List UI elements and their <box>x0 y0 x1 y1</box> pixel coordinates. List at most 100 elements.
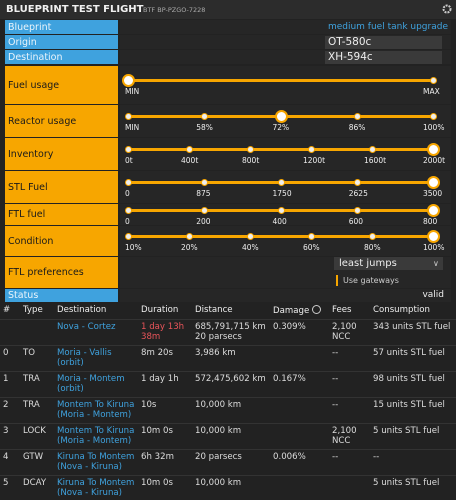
table-cell: 0.167% <box>270 371 329 398</box>
table-cell: 6h 32m <box>138 449 192 476</box>
slider-track <box>128 148 433 151</box>
slider-dot <box>353 207 361 214</box>
slider-knob[interactable] <box>427 230 440 243</box>
table-cell <box>270 397 329 424</box>
slider-knob[interactable] <box>427 143 440 156</box>
column-header: Consumption <box>373 305 430 315</box>
table-cell: GTW <box>20 449 54 476</box>
slider-label: Inventory <box>5 138 118 170</box>
slider-knob[interactable] <box>122 74 135 87</box>
field-input[interactable]: XH-594c <box>325 51 442 64</box>
status-value: valid <box>422 290 444 300</box>
slider-label: Fuel usage <box>5 66 118 104</box>
slider-tick-label: 400t <box>181 156 199 165</box>
table-cell: -- <box>329 371 370 398</box>
pref-label: FTL preferences <box>5 257 118 288</box>
slider-knob[interactable] <box>427 176 440 189</box>
table-cell: 5 units STL fuel <box>370 475 456 500</box>
table-cell: TRA <box>20 397 54 424</box>
segment-row: 3 LOCK Montem To Kiruna (Moria - Montem) 10… <box>0 423 456 450</box>
table-cell <box>329 475 370 500</box>
field-input[interactable]: OT-580c <box>325 36 442 49</box>
slider-tick-label: 58% <box>196 123 213 132</box>
segment-row: 4 GTW Kiruna To Montem (Nova - Kiruna) 6h 3… <box>0 449 456 476</box>
slider-label: FTL fuel <box>5 204 118 225</box>
slider-dot <box>201 113 209 120</box>
slider-tick-label: 400 <box>272 217 287 226</box>
slider-tick-label: 800t <box>242 156 260 165</box>
slider-tick-label: 100% <box>423 123 445 132</box>
table-cell: 10m 0s <box>138 475 192 500</box>
slider-dot <box>201 179 209 186</box>
field-label: Blueprint <box>5 20 118 34</box>
column-header: # <box>3 305 11 315</box>
table-cell <box>0 319 20 346</box>
table-cell: 685,791,715 km 20 parsecs <box>192 319 270 346</box>
slider-tick-label: 2000t <box>423 156 446 165</box>
slider-dot <box>125 207 132 214</box>
table-cell: Nova - Cortez <box>54 319 138 346</box>
segments-table: # Type Destination Duration Distance Damage Fe… <box>0 303 456 500</box>
table-header: # Type Destination Duration Distance Damage Fe… <box>0 303 456 320</box>
column-header: Duration <box>141 305 179 315</box>
slider-tick-label: 2625 <box>348 189 368 198</box>
slider-dot <box>186 233 193 240</box>
table-cell: 2,100 NCC <box>329 319 370 346</box>
table-cell: 3,986 km <box>192 345 270 372</box>
field-link[interactable]: medium fuel tank upgrade <box>327 22 448 32</box>
slider-knob[interactable] <box>274 110 288 123</box>
segment-row: 0 TO Moria - Vallis (orbit) 8m 20s 3,986 km -… <box>0 345 456 372</box>
dropdown[interactable]: least jumps <box>334 257 443 270</box>
table-cell: Montem To Kiruna (Moria - Montem) <box>54 397 138 424</box>
slider-tick-label: 10% <box>125 243 142 252</box>
column-header: Type <box>23 305 43 315</box>
slider-dot <box>201 207 209 214</box>
slider-dot <box>308 233 315 240</box>
table-cell: Moria - Vallis (orbit) <box>54 345 138 372</box>
slider-tick-label: 600 <box>348 217 364 226</box>
table-cell: 0.006% <box>270 449 329 476</box>
slider-dot <box>247 233 254 240</box>
slider-tick-label: 0 <box>125 189 130 198</box>
gear-icon[interactable] <box>442 4 452 14</box>
slider-row <box>120 66 451 104</box>
subtitle: BTF BP-PZGO-7228 <box>143 6 206 14</box>
slider-tick-label: 72% <box>272 123 290 132</box>
table-cell: Montem To Kiruna (Moria - Montem) <box>54 423 138 450</box>
checkbox[interactable] <box>336 275 338 286</box>
slider-tick-label: MIN <box>125 123 140 132</box>
field-row <box>120 20 451 34</box>
summary-row: Nova - Cortez 1 day 13h 38m 685,791,715 km… <box>0 319 456 346</box>
title: BLUEPRINT TEST FLIGHT <box>6 4 144 15</box>
table-cell: LOCK <box>20 423 54 450</box>
table-cell: 10m 0s <box>138 423 192 450</box>
table-cell: 1 day 1h <box>138 371 192 398</box>
table-cell: 2,100 NCC <box>329 423 370 450</box>
slider-row <box>120 171 451 203</box>
table-cell: 343 units STL fuel <box>370 319 456 346</box>
checkbox-label: Use gateways <box>343 276 399 285</box>
slider-tick-label: 875 <box>196 189 211 198</box>
cell-line: 685,791,715 km <box>195 322 266 332</box>
slider-dot <box>125 233 132 240</box>
slider-row <box>120 138 451 170</box>
slider-label: Reactor usage <box>5 105 118 137</box>
table-cell: 0 <box>0 345 20 372</box>
table-cell: 15 units STL fuel <box>370 397 456 424</box>
table-cell: Kiruna To Montem (Nova - Kiruna) <box>54 475 138 500</box>
slider-dot <box>308 146 315 153</box>
slider-dot <box>430 77 437 84</box>
slider-tick-label: 0t <box>125 156 133 165</box>
table-cell: 1 <box>0 371 20 398</box>
segments-table-wrap: # Type Destination Duration Distance Damage Fe… <box>0 303 456 500</box>
table-cell: TO <box>20 345 54 372</box>
column-header: Fees <box>332 305 352 315</box>
slider-knob[interactable] <box>427 204 440 217</box>
table-cell: 572,475,602 km <box>192 371 270 398</box>
slider-dot <box>369 146 376 153</box>
table-cell <box>270 475 329 500</box>
slider-dot <box>247 146 254 153</box>
slider-tick-label: 60% <box>303 243 320 252</box>
table-cell: 5 units STL fuel <box>370 423 456 450</box>
info-icon[interactable] <box>312 305 322 314</box>
